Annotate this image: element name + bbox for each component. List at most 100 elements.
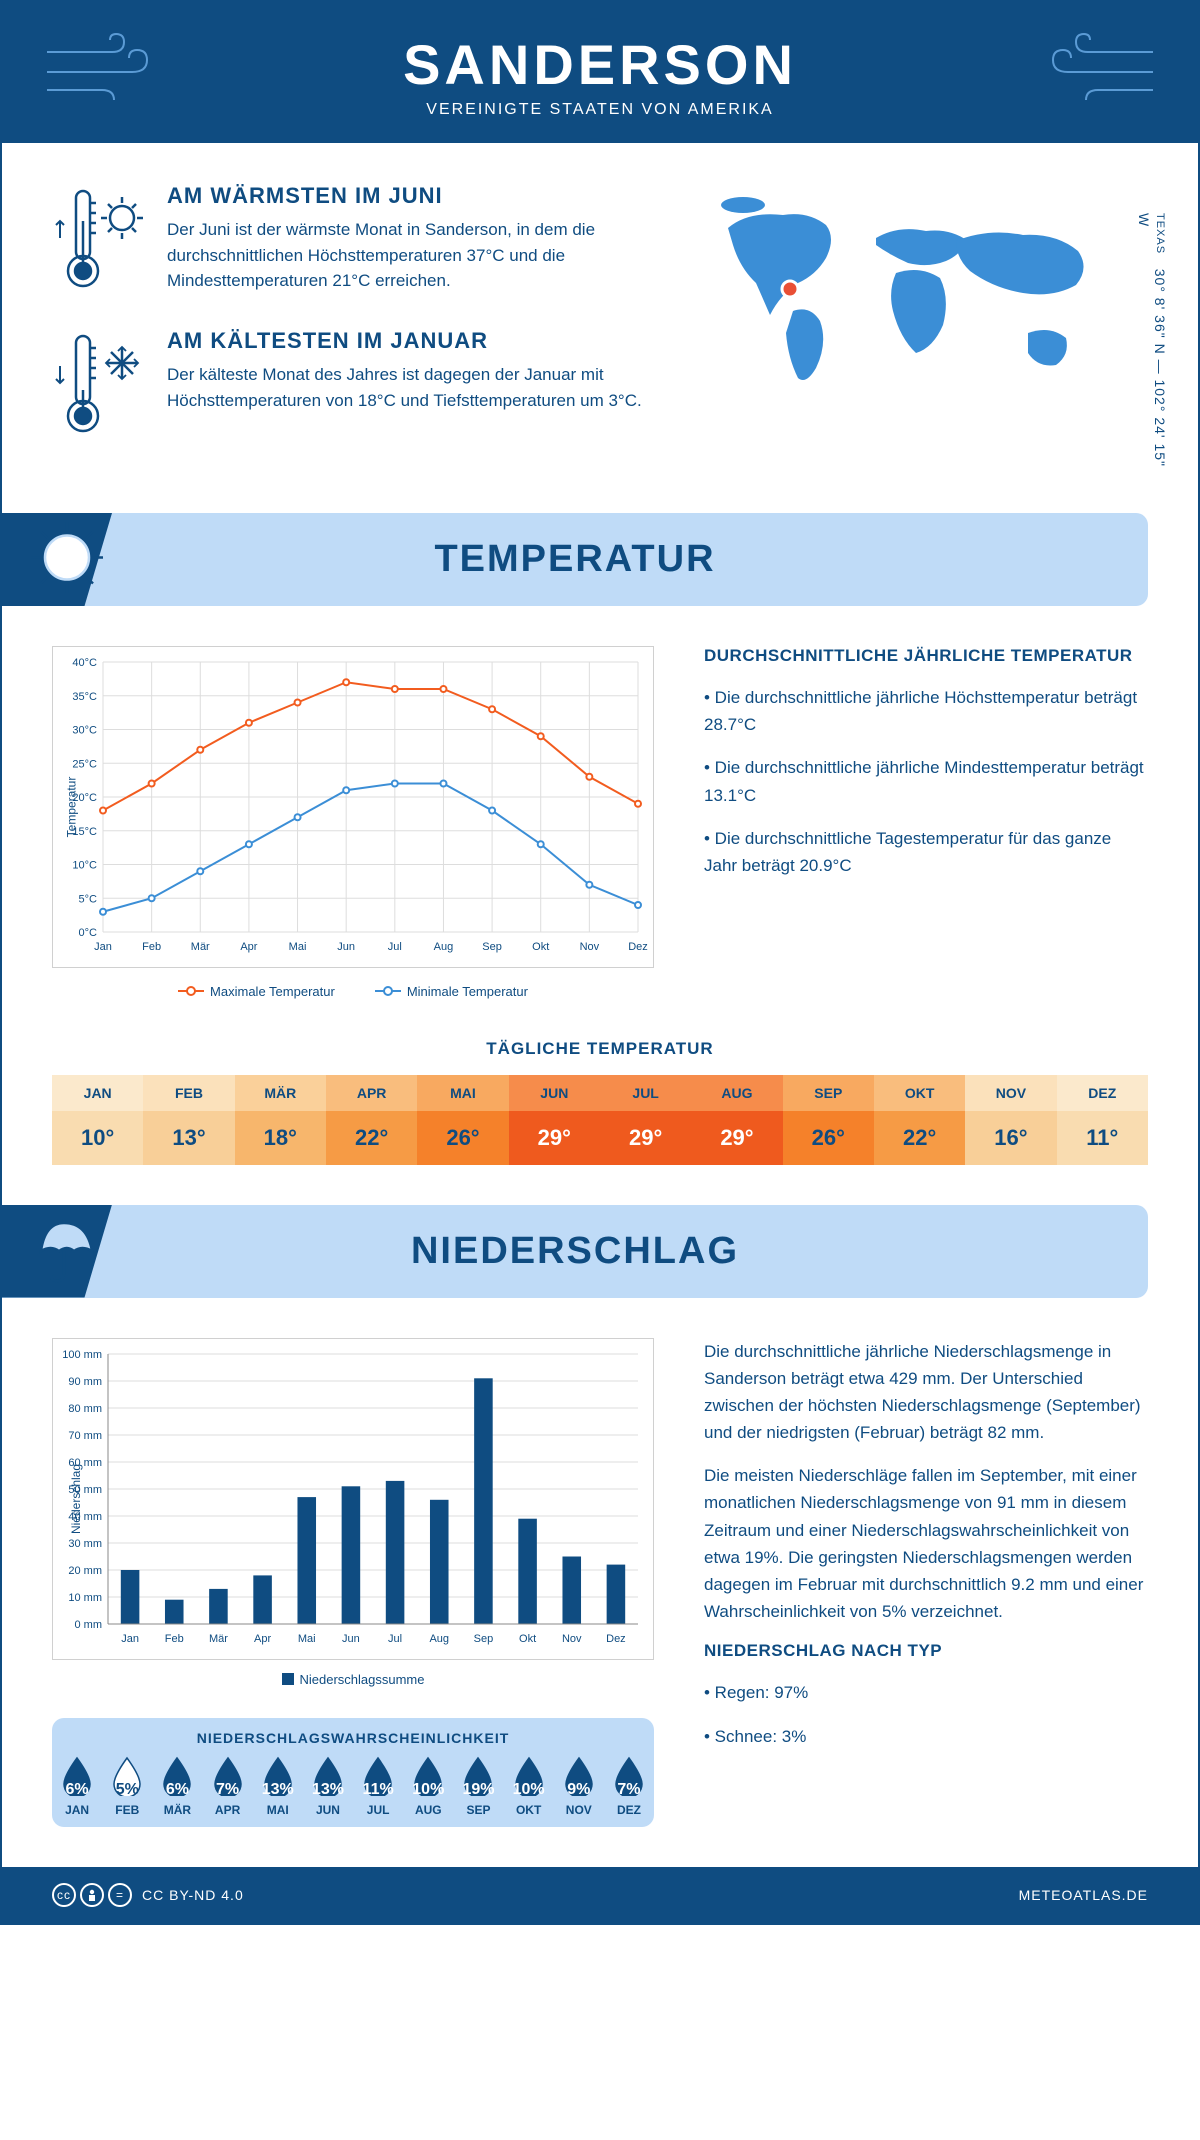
svg-text:Apr: Apr xyxy=(254,1633,271,1645)
region-label: TEXAS xyxy=(1154,213,1166,254)
precip-legend-label: Niederschlagssumme xyxy=(300,1672,425,1687)
svg-text:Jul: Jul xyxy=(388,941,402,953)
svg-text:Jan: Jan xyxy=(121,1633,139,1645)
temperature-facts: DURCHSCHNITTLICHE JÄHRLICHE TEMPERATUR •… xyxy=(704,646,1148,999)
probability-cell: 11%JUL xyxy=(353,1756,403,1817)
svg-text:Jun: Jun xyxy=(337,941,355,953)
precip-para-2: Die meisten Niederschläge fallen im Sept… xyxy=(704,1462,1148,1625)
svg-text:Dez: Dez xyxy=(606,1633,626,1645)
intro-text-column: AM WÄRMSTEN IM JUNI Der Juni ist der wär… xyxy=(52,183,658,473)
daily-temp-title: TÄGLICHE TEMPERATUR xyxy=(52,1039,1148,1059)
temp-chart-y-label: Temperatur xyxy=(64,777,78,838)
svg-text:Okt: Okt xyxy=(519,1633,536,1645)
svg-text:Feb: Feb xyxy=(142,941,161,953)
svg-text:Feb: Feb xyxy=(165,1633,184,1645)
svg-text:Aug: Aug xyxy=(434,941,454,953)
temp-table-cell: OKT22° xyxy=(874,1075,965,1165)
temp-fact-item: • Die durchschnittliche jährliche Höchst… xyxy=(704,684,1148,738)
svg-text:Mär: Mär xyxy=(209,1633,228,1645)
svg-text:Nov: Nov xyxy=(580,941,600,953)
temperature-legend: Maximale Temperatur Minimale Temperatur xyxy=(52,980,654,999)
svg-text:Apr: Apr xyxy=(240,941,257,953)
precipitation-probability-box: NIEDERSCHLAGSWAHRSCHEINLICHKEIT 6%JAN5%F… xyxy=(52,1718,654,1827)
thermometer-snow-icon xyxy=(52,328,147,443)
temperature-section-header: TEMPERATUR xyxy=(2,513,1148,606)
license-block: cc = CC BY-ND 4.0 xyxy=(52,1883,244,1907)
coldest-text: Der kälteste Monat des Jahres ist dagege… xyxy=(167,362,658,413)
sun-icon xyxy=(27,517,107,602)
temperature-section: Temperatur 0°C5°C10°C15°C20°C25°C30°C35°… xyxy=(2,606,1198,1205)
temp-table-cell: DEZ11° xyxy=(1057,1075,1148,1165)
coldest-block: AM KÄLTESTEN IM JANUAR Der kälteste Mona… xyxy=(52,328,658,443)
wind-icon xyxy=(1038,32,1158,107)
world-map xyxy=(698,183,1118,403)
location-marker-icon xyxy=(782,281,798,297)
temp-facts-heading: DURCHSCHNITTLICHE JÄHRLICHE TEMPERATUR xyxy=(704,646,1148,666)
probability-cell: 13%JUN xyxy=(303,1756,353,1817)
svg-text:100 mm: 100 mm xyxy=(62,1349,102,1361)
svg-text:Aug: Aug xyxy=(429,1633,449,1645)
header-banner: SANDERSON VEREINIGTE STAATEN VON AMERIKA xyxy=(2,2,1198,143)
svg-text:35°C: 35°C xyxy=(72,691,97,703)
footer: cc = CC BY-ND 4.0 METEOATLAS.DE xyxy=(2,1867,1198,1923)
by-icon xyxy=(80,1883,104,1907)
probability-cell: 13%MAI xyxy=(253,1756,303,1817)
intro-section: AM WÄRMSTEN IM JUNI Der Juni ist der wär… xyxy=(2,143,1198,513)
temperature-title: TEMPERATUR xyxy=(2,538,1148,581)
probability-title: NIEDERSCHLAGSWAHRSCHEINLICHKEIT xyxy=(52,1730,654,1746)
probability-cell: 10%AUG xyxy=(403,1756,453,1817)
precipitation-chart-container: Niederschlag 0 mm10 mm20 mm30 mm40 mm50 … xyxy=(52,1338,654,1828)
legend-item: Maximale Temperatur xyxy=(178,984,335,999)
probability-cell: 6%JAN xyxy=(52,1756,102,1817)
svg-text:5°C: 5°C xyxy=(79,893,98,905)
svg-text:0°C: 0°C xyxy=(79,927,98,939)
svg-text:Sep: Sep xyxy=(474,1633,494,1645)
precip-type-item: • Schnee: 3% xyxy=(704,1723,1148,1750)
probability-cell: 7%DEZ xyxy=(604,1756,654,1817)
temp-table-cell: MÄR18° xyxy=(235,1075,326,1165)
coldest-heading: AM KÄLTESTEN IM JANUAR xyxy=(167,328,658,354)
svg-text:80 mm: 80 mm xyxy=(68,1403,102,1415)
svg-text:90 mm: 90 mm xyxy=(68,1376,102,1388)
location-title: SANDERSON xyxy=(2,32,1198,97)
probability-cell: 7%APR xyxy=(203,1756,253,1817)
probability-cell: 5%FEB xyxy=(102,1756,152,1817)
temp-fact-item: • Die durchschnittliche jährliche Mindes… xyxy=(704,754,1148,808)
precipitation-text: Die durchschnittliche jährliche Niedersc… xyxy=(704,1338,1148,1828)
site-name: METEOATLAS.DE xyxy=(1019,1887,1148,1903)
svg-text:Jan: Jan xyxy=(94,941,112,953)
svg-text:40°C: 40°C xyxy=(72,657,97,669)
warmest-heading: AM WÄRMSTEN IM JUNI xyxy=(167,183,658,209)
precip-type-item: • Regen: 97% xyxy=(704,1679,1148,1706)
page-container: SANDERSON VEREINIGTE STAATEN VON AMERIKA xyxy=(0,0,1200,1925)
precipitation-bar-chart: 0 mm10 mm20 mm30 mm40 mm50 mm60 mm70 mm8… xyxy=(53,1339,653,1659)
temperature-line-chart: 0°C5°C10°C15°C20°C25°C30°C35°C40°CJanFeb… xyxy=(53,647,653,967)
umbrella-icon xyxy=(27,1211,102,1291)
thermometer-sun-icon xyxy=(52,183,147,298)
cc-icon: cc xyxy=(52,1883,76,1907)
license-text: CC BY-ND 4.0 xyxy=(142,1887,244,1903)
precip-chart-y-label: Niederschlag xyxy=(69,1463,83,1533)
temp-table-cell: JUN29° xyxy=(509,1075,600,1165)
precipitation-section: Niederschlag 0 mm10 mm20 mm30 mm40 mm50 … xyxy=(2,1298,1198,1868)
nd-icon: = xyxy=(108,1883,132,1907)
precipitation-title: NIEDERSCHLAG xyxy=(2,1230,1148,1273)
warmest-block: AM WÄRMSTEN IM JUNI Der Juni ist der wär… xyxy=(52,183,658,298)
temp-table-cell: AUG29° xyxy=(691,1075,782,1165)
probability-cell: 9%NOV xyxy=(554,1756,604,1817)
probability-cell: 6%MÄR xyxy=(152,1756,202,1817)
precip-para-1: Die durchschnittliche jährliche Niedersc… xyxy=(704,1338,1148,1447)
probability-cell: 10%OKT xyxy=(504,1756,554,1817)
svg-text:Mai: Mai xyxy=(298,1633,316,1645)
precipitation-legend: Niederschlagssumme xyxy=(52,1672,654,1689)
svg-text:Jun: Jun xyxy=(342,1633,360,1645)
temp-fact-item: • Die durchschnittliche Tagestemperatur … xyxy=(704,825,1148,879)
daily-temperature-table: JAN10°FEB13°MÄR18°APR22°MAI26°JUN29°JUL2… xyxy=(52,1075,1148,1165)
legend-item: Minimale Temperatur xyxy=(375,984,528,999)
warmest-text: Der Juni ist der wärmste Monat in Sander… xyxy=(167,217,658,294)
svg-text:Okt: Okt xyxy=(532,941,549,953)
svg-text:25°C: 25°C xyxy=(72,758,97,770)
svg-text:30°C: 30°C xyxy=(72,725,97,737)
temp-table-cell: SEP26° xyxy=(783,1075,874,1165)
svg-text:10 mm: 10 mm xyxy=(68,1592,102,1604)
